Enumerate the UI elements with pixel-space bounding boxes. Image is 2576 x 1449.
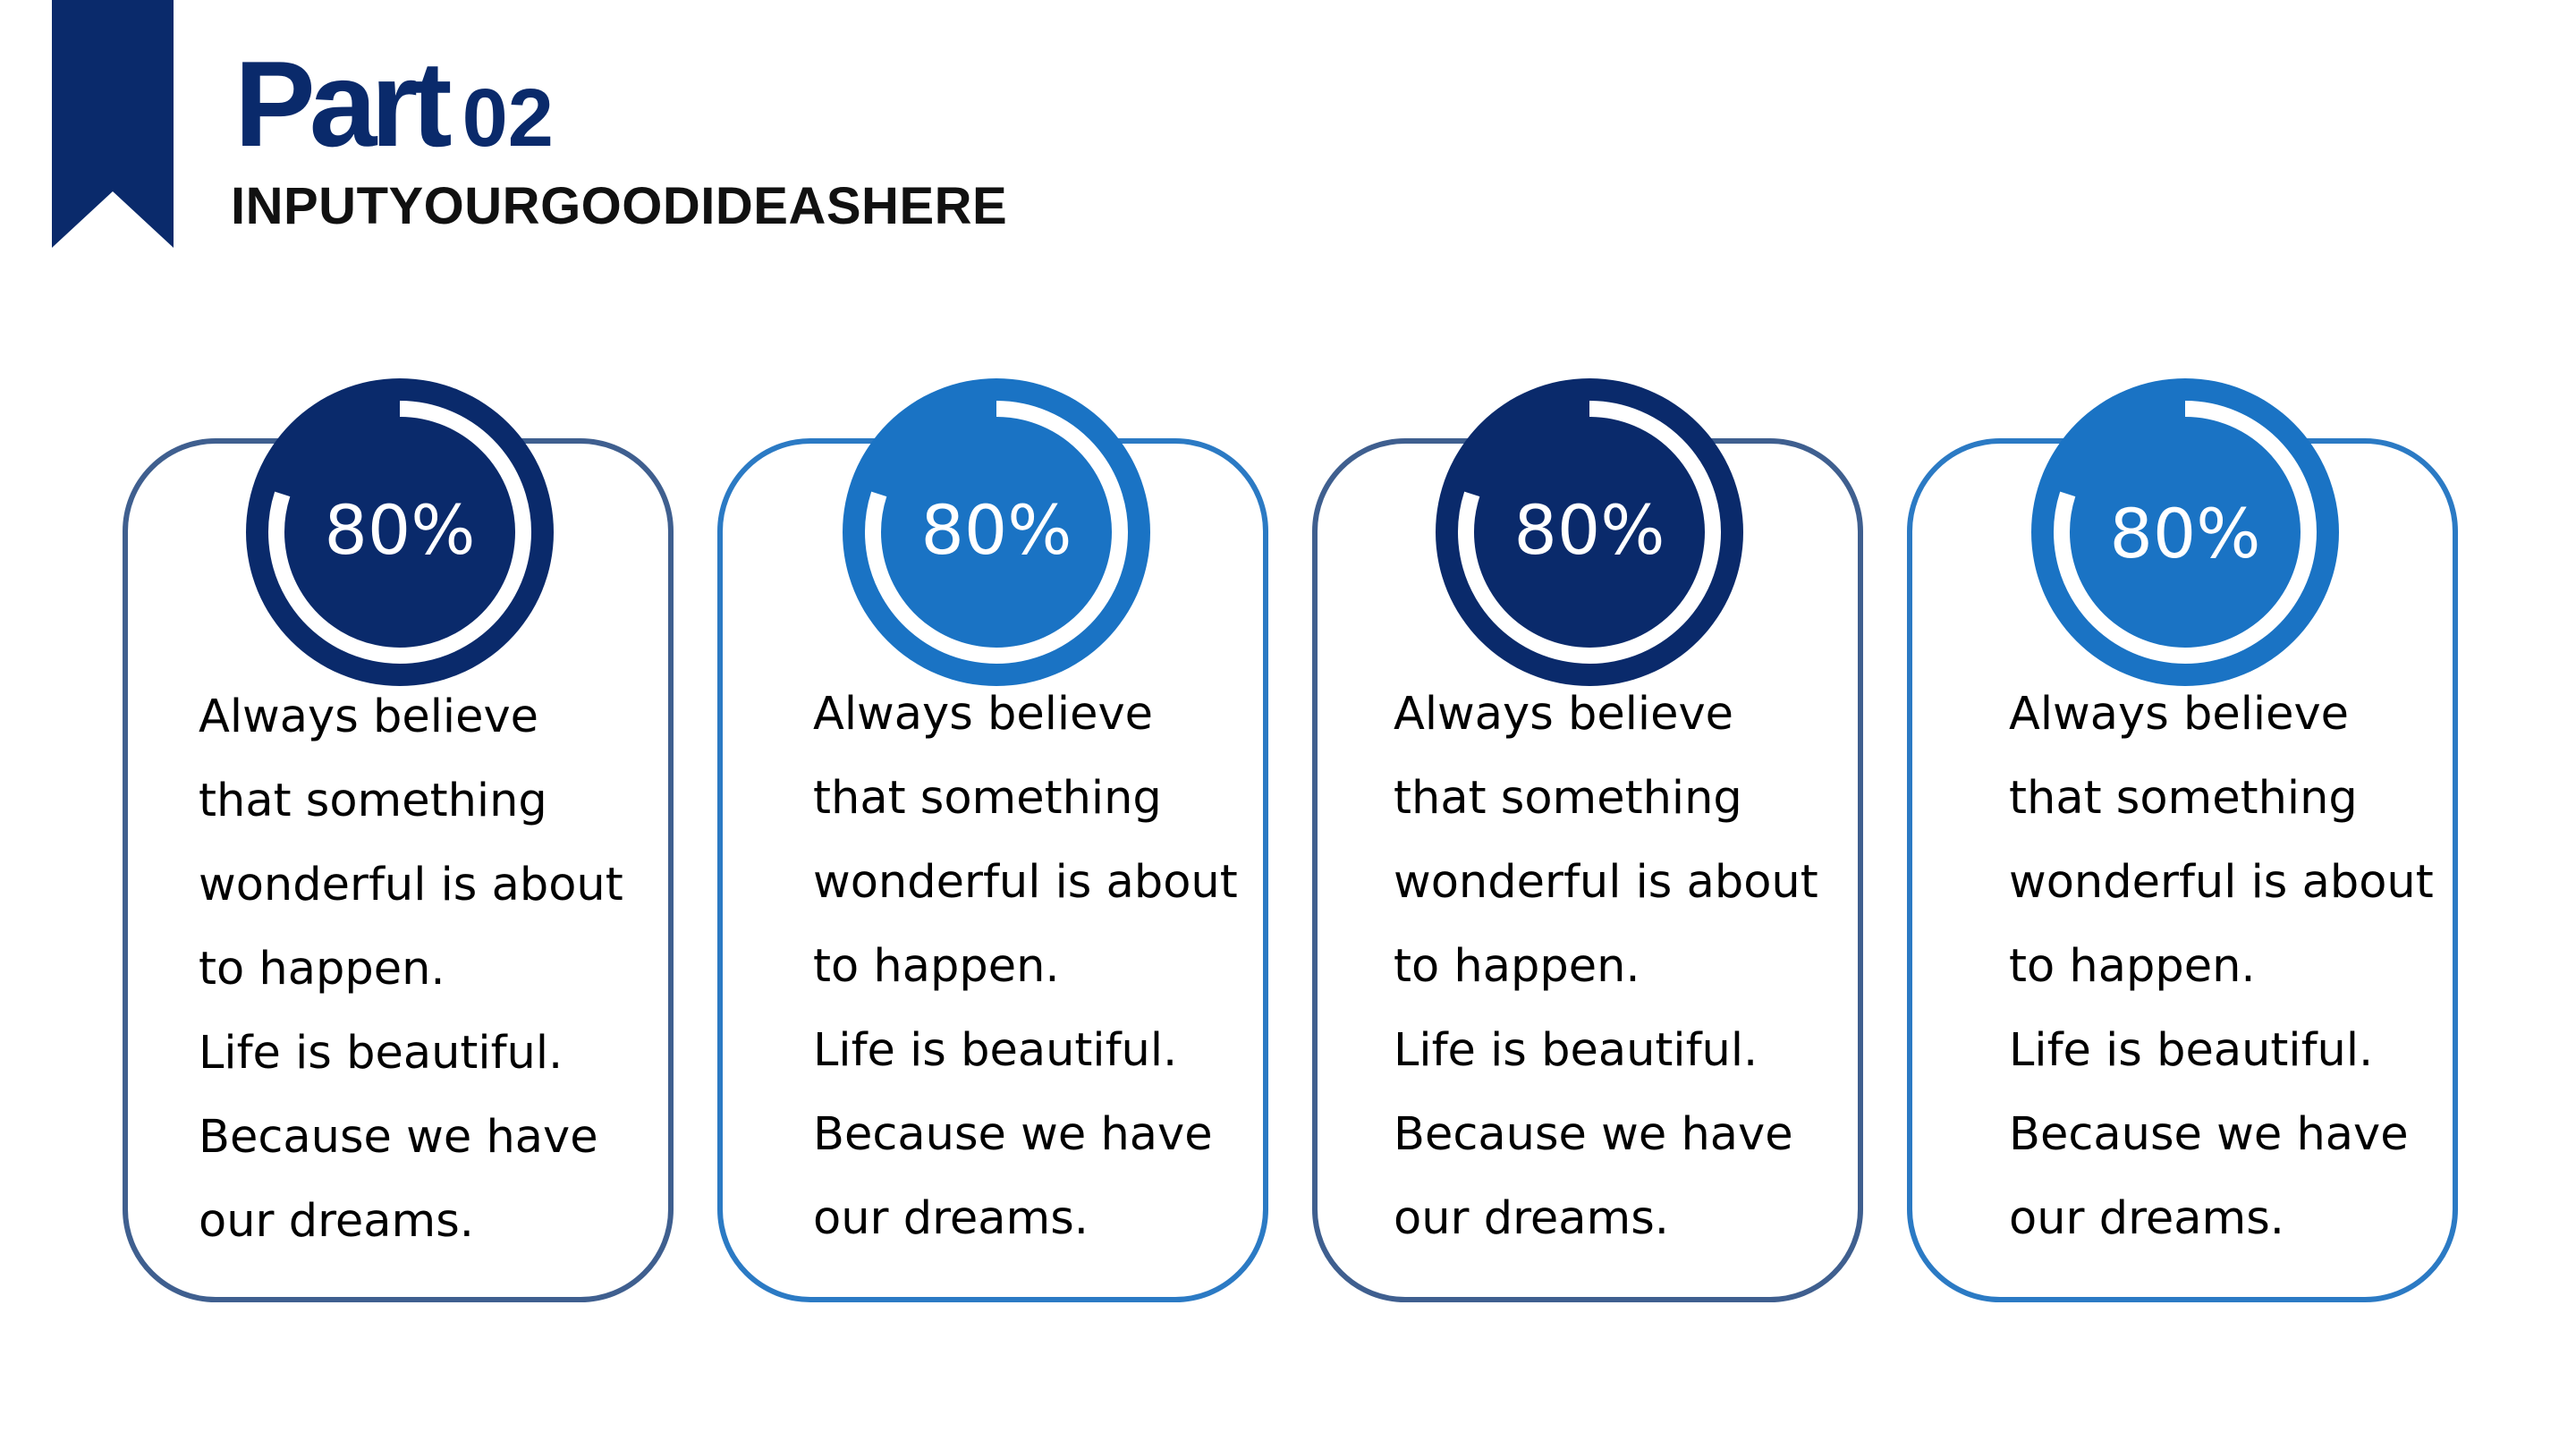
progress-arc xyxy=(2054,401,2317,664)
card-text-line: that something xyxy=(1394,772,1742,825)
card-text-line: to happen. xyxy=(2009,940,2256,993)
card-text-line: Life is beautiful. xyxy=(1394,1024,1758,1077)
card-text-line: Life is beautiful. xyxy=(2009,1024,2374,1077)
progress-ring-disc xyxy=(2031,378,2339,686)
card-text-line: our dreams. xyxy=(1394,1192,1670,1245)
progress-ring-1 xyxy=(246,378,554,686)
card-text-line: Because we have xyxy=(199,1111,598,1164)
info-card-4 xyxy=(1907,438,2458,1302)
title-word: Part xyxy=(234,36,453,172)
card-text-line: that something xyxy=(2009,772,2358,825)
card-text-line: wonderful is about xyxy=(1394,856,1818,909)
page-subtitle: INPUTYOURGOODIDEASHERE xyxy=(231,177,1008,235)
card-text-line: Life is beautiful. xyxy=(813,1024,1178,1077)
progress-ring-4 xyxy=(2031,378,2339,686)
card-text-line: our dreams. xyxy=(813,1192,1089,1245)
card-text-line: to happen. xyxy=(199,943,445,996)
bookmark-ribbon-icon xyxy=(52,0,174,248)
title-number: 02 xyxy=(462,72,554,164)
card-text-line: Always believe xyxy=(2009,688,2350,741)
card-text-line: wonderful is about xyxy=(813,856,1238,909)
progress-percent-label-3: 80% xyxy=(1513,490,1665,570)
card-text-line: Because we have xyxy=(813,1108,1213,1161)
progress-percent-label-1: 80% xyxy=(324,490,476,570)
progress-ring-3 xyxy=(1436,378,1743,686)
card-text-line: Always believe xyxy=(813,688,1154,741)
card-text-line: that something xyxy=(199,775,547,827)
card-text-line: wonderful is about xyxy=(2009,856,2434,909)
progress-arc xyxy=(1458,401,1721,664)
page-title: Part 02 xyxy=(234,34,554,174)
progress-arc xyxy=(268,401,531,664)
card-text-line: Because we have xyxy=(2009,1108,2409,1161)
card-text-line: that something xyxy=(813,772,1162,825)
card-text-line: Life is beautiful. xyxy=(199,1027,564,1080)
progress-ring-2 xyxy=(843,378,1150,686)
card-description-1: Always believe that something wonderful … xyxy=(199,675,623,1264)
progress-arc xyxy=(865,401,1128,664)
card-text-line: to happen. xyxy=(1394,940,1640,993)
card-text-line: to happen. xyxy=(813,940,1060,993)
card-text-line: Because we have xyxy=(1394,1108,1793,1161)
card-text-line: wonderful is about xyxy=(199,859,623,911)
card-text-line: Always believe xyxy=(1394,688,1734,741)
card-text-line: Always believe xyxy=(199,691,539,743)
card-description-2: Always believe that something wonderful … xyxy=(813,673,1238,1261)
progress-ring-disc xyxy=(843,378,1150,686)
progress-percent-label-2: 80% xyxy=(920,490,1072,570)
card-description-4: Always believe that something wonderful … xyxy=(2009,673,2434,1261)
card-text-line: our dreams. xyxy=(2009,1192,2285,1245)
card-text-line: our dreams. xyxy=(199,1195,475,1248)
progress-ring-disc xyxy=(246,378,554,686)
card-description-3: Always believe that something wonderful … xyxy=(1394,673,1818,1261)
progress-percent-label-4: 80% xyxy=(2109,494,2261,573)
progress-ring-disc xyxy=(1436,378,1743,686)
